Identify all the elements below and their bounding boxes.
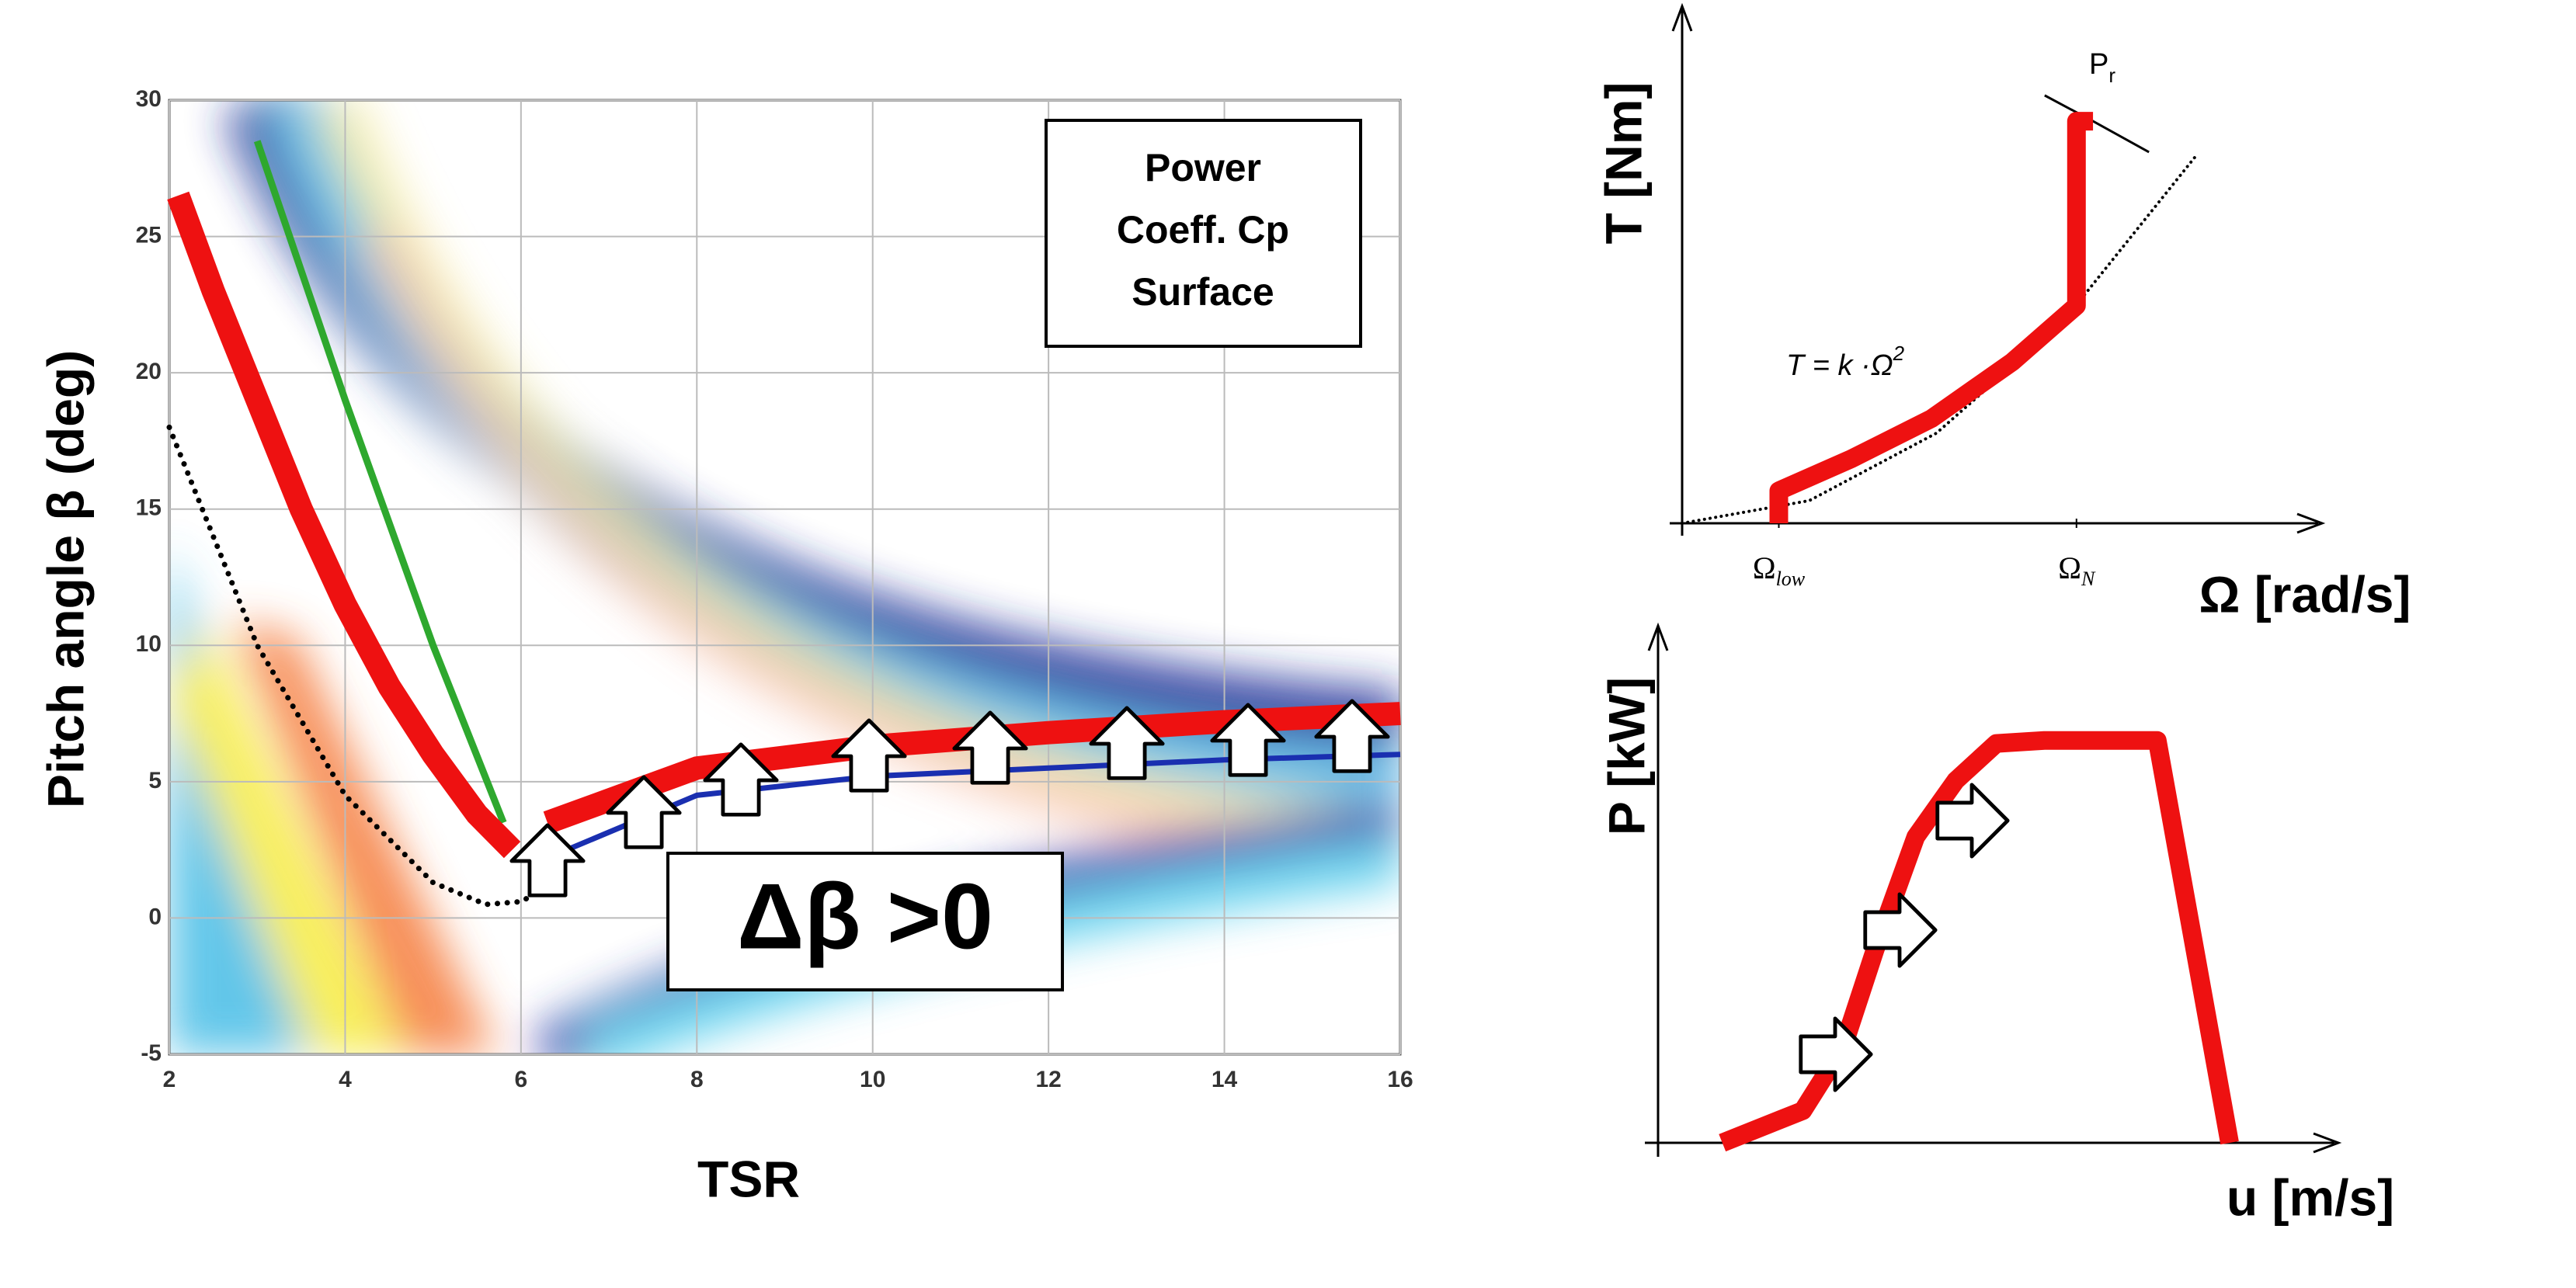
- axes-top-right: [1670, 2, 2326, 536]
- annotation: Power: [1145, 146, 1261, 189]
- series-line: [166, 424, 568, 908]
- annotation: Coeff. Cp: [1117, 208, 1289, 252]
- annotation-sup: 2: [1893, 342, 1905, 365]
- annotation-box: [666, 852, 1064, 991]
- series-line: [1681, 152, 2199, 525]
- y-axis-label: T [Nm]: [1594, 82, 1652, 245]
- x-axis-label: Ω [rad/s]: [2199, 565, 2411, 623]
- annotation: Surface: [1132, 270, 1274, 314]
- axes-bottom-right: [1645, 622, 2342, 1157]
- x-tick-label: 16: [1387, 1067, 1413, 1092]
- plot-top-right: Ωlow ΩN: [1681, 94, 2199, 590]
- x-tick-label: 6: [515, 1067, 528, 1092]
- series-line: [167, 191, 521, 859]
- annotation-box: [1045, 119, 1362, 348]
- x-tick-label: 4: [339, 1067, 352, 1092]
- y-axis-label: P [kW]: [1597, 677, 1655, 835]
- wind-arrows: [1801, 785, 2008, 1090]
- x-tick-label: 8: [690, 1067, 704, 1092]
- x-tick-label: 2: [163, 1067, 176, 1092]
- annotation: Δβ >0: [737, 865, 993, 969]
- y-axis-label: Pitch angle β (deg): [37, 350, 94, 808]
- series-line: [2044, 94, 2150, 154]
- x-axis-label: TSR: [697, 1150, 800, 1207]
- y-tick-label: 30: [136, 86, 162, 112]
- x-axis-label: u [m/s]: [2227, 1168, 2394, 1226]
- x-tick-label-sub: low: [1776, 568, 1806, 590]
- y-tick-label: 15: [136, 495, 162, 521]
- series-line: [253, 140, 507, 825]
- y-tick-label: -5: [141, 1040, 162, 1066]
- series-line: [1769, 112, 2094, 523]
- annotation: T = k ·Ω2: [1786, 342, 1905, 382]
- x-tick-label: 14: [1212, 1067, 1238, 1092]
- annotation-text: T = k ·Ω: [1786, 349, 1893, 382]
- y-tick-label: 20: [136, 359, 162, 384]
- y-tick-label: 10: [136, 631, 162, 657]
- x-tick-label-main: Ω: [1753, 550, 1776, 585]
- y-tick-label: 5: [148, 768, 162, 793]
- y-tick-label: 0: [148, 904, 162, 929]
- y-tick-label: 25: [136, 222, 162, 248]
- x-tick-label: Ωlow: [1753, 550, 1806, 590]
- annotation: Pr: [2089, 48, 2115, 87]
- annotation-text: P: [2089, 48, 2108, 81]
- annotation-sub: r: [2108, 64, 2115, 87]
- x-tick-label: 12: [1035, 1067, 1061, 1092]
- x-tick-label-sub: N: [2081, 568, 2096, 590]
- x-tick-label: 10: [860, 1067, 885, 1092]
- x-tick-label-main: Ω: [2058, 550, 2081, 585]
- x-tick-label: ΩN: [2058, 550, 2096, 590]
